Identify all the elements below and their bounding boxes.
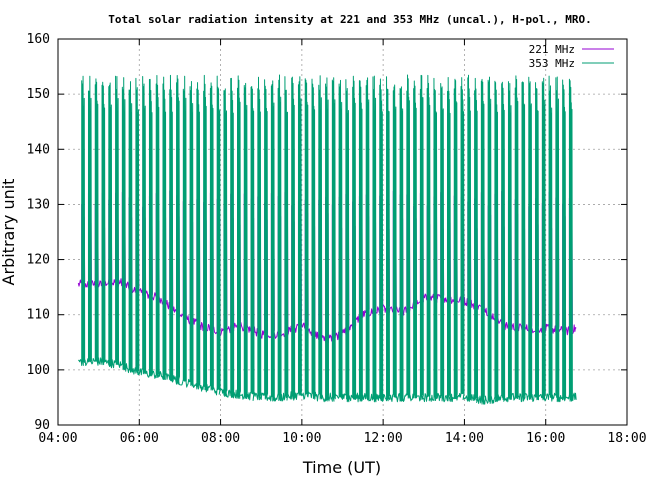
series-line-353-mhz	[78, 74, 577, 405]
y-tick-label: 130	[27, 197, 50, 212]
x-tick-label: 18:00	[607, 431, 646, 446]
x-tick-label: 14:00	[445, 431, 484, 446]
y-tick-label: 120	[27, 253, 50, 268]
x-tick-label: 04:00	[38, 431, 77, 446]
y-tick-label: 160	[27, 32, 50, 47]
y-tick-label: 110	[27, 308, 50, 323]
x-tick-label: 10:00	[282, 431, 321, 446]
chart-title: Total solar radiation intensity at 221 a…	[108, 13, 591, 26]
legend-label-221: 221 MHz	[529, 43, 575, 56]
y-tick-label: 150	[27, 87, 50, 102]
x-tick-label: 16:00	[526, 431, 565, 446]
y-tick-label: 90	[34, 418, 50, 433]
y-tick-label: 140	[27, 142, 50, 157]
plot-frame	[57, 38, 628, 426]
y-tick-label: 100	[27, 363, 50, 378]
ticks: 04:00 06:00 08:00 10:00 12:00 14:00 16:00 18:00…	[27, 32, 647, 446]
legend-label-353: 353 MHz	[529, 57, 575, 70]
x-tick-label: 12:00	[364, 431, 403, 446]
x-tick-label: 06:00	[120, 431, 159, 446]
series-layer	[77, 74, 577, 405]
legend: 221 MHz 353 MHz	[529, 43, 614, 70]
x-axis-label: Time (UT)	[302, 458, 381, 477]
x-tick-label: 08:00	[201, 431, 240, 446]
y-axis-label: Arbitrary unit	[0, 179, 18, 286]
